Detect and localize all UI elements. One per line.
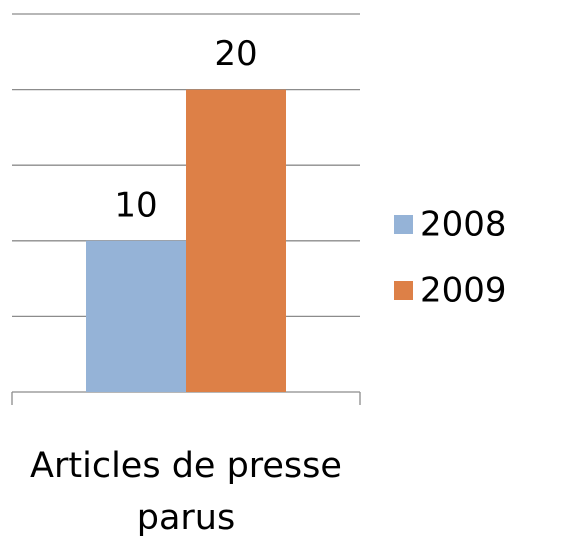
bar [86, 240, 186, 392]
data-label: 10 [114, 185, 157, 225]
x-tick-label: Articles de presse parus [30, 446, 342, 538]
bar [186, 89, 286, 392]
chart: 10 20 2008 2009 Articles de presse parus [11, 13, 507, 538]
chart-svg: 10 20 2008 2009 [11, 13, 507, 405]
data-label: 20 [214, 34, 257, 74]
legend-label: 2009 [420, 271, 507, 311]
legend-label: 2008 [420, 205, 507, 245]
legend-swatch [394, 215, 413, 234]
legend-swatch [394, 281, 413, 300]
